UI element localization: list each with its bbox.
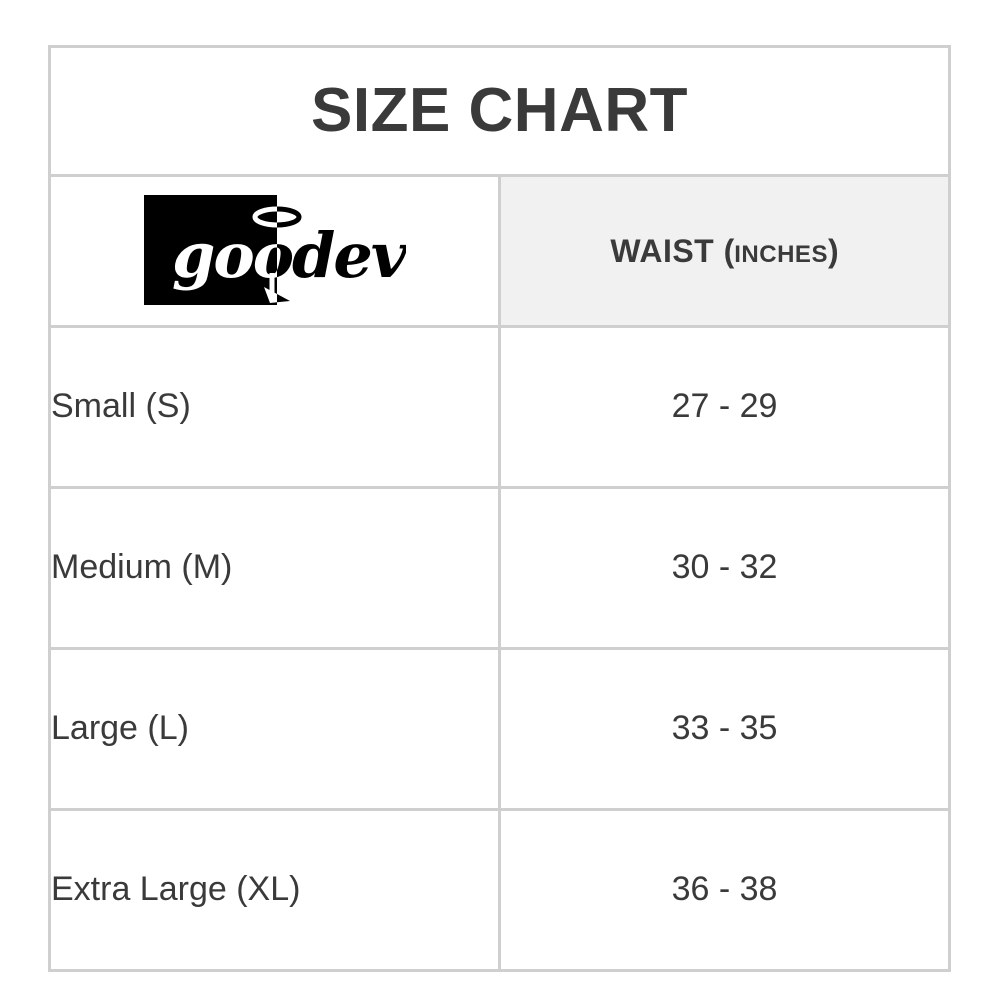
size-name-label: Extra Large (XL) [51,870,301,909]
measurement-header-open-paren: ( [723,233,735,269]
waist-value-cell: 27 - 29 [498,325,951,489]
wordmark-right-half: goodeviſ [172,219,406,292]
table-row: Medium (M) 30 - 32 [48,486,951,650]
devil-tail-arrow-icon-left [263,273,277,303]
table-row: Large (L) 33 - 35 [48,647,951,811]
size-chart-table: SIZE CHART [48,45,951,972]
measurement-header-cell: WAIST (INCHES) [498,174,951,328]
halo-ring-icon-right [276,206,301,228]
waist-value-cell: 36 - 38 [498,808,951,972]
brand-logo-cell: goodeviſ goodeviſ [48,174,501,328]
halo-ring-icon-left [252,206,277,228]
page-title: SIZE CHART [311,76,688,145]
size-name-label: Large (L) [51,709,189,748]
waist-value-label: 30 - 32 [671,548,778,587]
waist-value-cell: 30 - 32 [498,486,951,650]
table-row: Extra Large (XL) 36 - 38 [48,808,951,972]
svg-text:goodeviſ: goodeviſ [172,219,406,292]
table-row: Small (S) 27 - 29 [48,325,951,489]
devil-tail-arrow-icon-right [276,294,290,303]
measurement-header-unit: INCHES [734,241,828,268]
size-name-cell: Medium (M) [48,486,501,650]
table-header-row: goodeviſ goodeviſ [48,174,951,328]
measurement-header-close-paren: ) [827,233,839,269]
measurement-header-main: WAIST [610,233,715,269]
measurement-header-label: WAIST (INCHES) [610,235,838,267]
size-name-cell: Large (L) [48,647,501,811]
goodevil-logo-svg: goodeviſ goodeviſ [143,195,406,305]
table-title-row: SIZE CHART [48,45,951,177]
waist-value-cell: 33 - 35 [498,647,951,811]
goodevil-wordmark-logo: goodeviſ goodeviſ [143,195,406,307]
size-name-cell: Small (S) [48,325,501,489]
waist-value-label: 36 - 38 [671,870,778,909]
waist-value-label: 33 - 35 [671,709,778,748]
svg-text:goodeviſ: goodeviſ [172,219,406,292]
waist-value-label: 27 - 29 [671,387,778,426]
size-name-cell: Extra Large (XL) [48,808,501,972]
size-name-label: Medium (M) [51,548,233,587]
wordmark-left-half: goodeviſ [172,219,406,292]
title-cell: SIZE CHART [48,45,951,177]
size-name-label: Small (S) [51,387,191,426]
